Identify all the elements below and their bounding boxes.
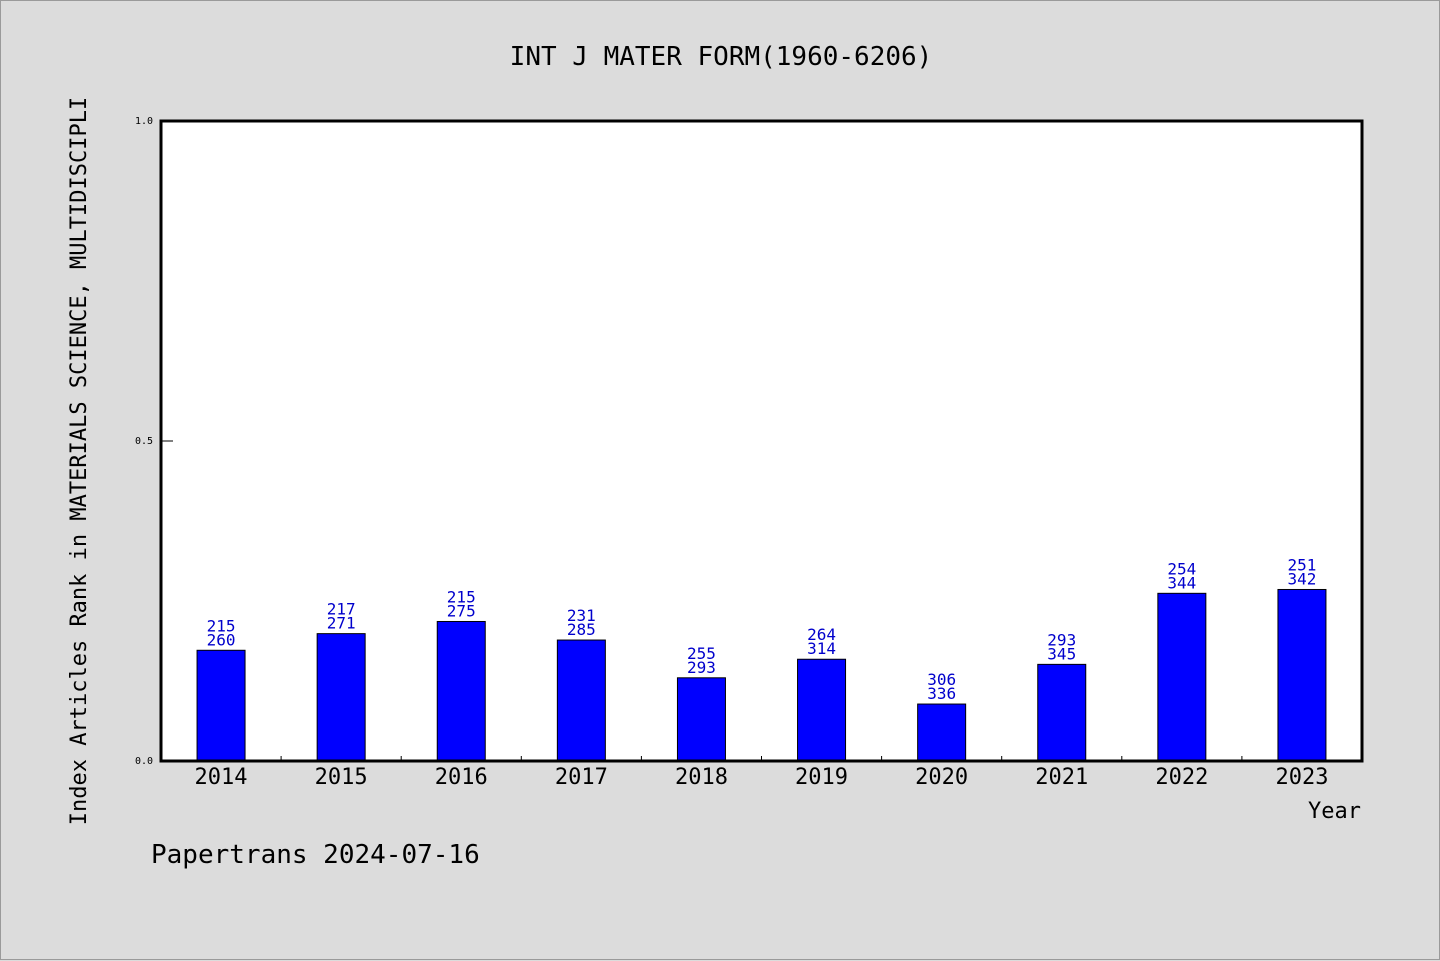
x-tick-label-2021: 2021 (1035, 765, 1088, 790)
y-axis-label: Index Articles Rank in MATERIALS SCIENCE… (67, 97, 92, 825)
data-label-top-2023: 251 (1287, 555, 1316, 574)
bar-2020 (917, 703, 967, 762)
x-axis-label: Year (1308, 799, 1361, 824)
bar-2016 (436, 620, 486, 762)
data-label-top-2016: 215 (447, 587, 476, 606)
chart-title: INT J MATER FORM(1960-6206) (510, 42, 933, 72)
x-ticks-group: 2014 2015 2016 2017 2018 2019 2020 2021 2022 2023 (195, 756, 1328, 790)
footer-text: Papertrans 2024-07-16 (151, 840, 480, 870)
bar-2014 (196, 649, 246, 762)
data-label-bottom-2020: 336 (927, 684, 956, 703)
data-label-top-2018: 255 (687, 644, 716, 663)
data-label-bottom-2019: 314 (807, 639, 836, 658)
bar-2022 (1157, 592, 1207, 762)
data-label-bottom-2016: 275 (447, 601, 476, 620)
plot-border (159, 119, 1364, 763)
x-tick-label-2016: 2016 (435, 765, 488, 790)
bar-2023 (1277, 588, 1327, 762)
data-label-bottom-2017: 285 (567, 620, 596, 639)
data-label-top-2019: 264 (807, 625, 836, 644)
data-label-bottom-2022: 344 (1167, 573, 1196, 592)
data-label-top-2014: 215 (207, 616, 236, 635)
bar-2015 (316, 633, 366, 762)
x-tick-label-2023: 2023 (1275, 765, 1328, 790)
data-label-bottom-2014: 260 (207, 630, 236, 649)
x-tick-label-2017: 2017 (555, 765, 608, 790)
x-tick-label-2015: 2015 (315, 765, 368, 790)
data-label-bottom-2023: 342 (1287, 569, 1316, 588)
data-label-top-2022: 254 (1167, 559, 1196, 578)
bar-2021 (1037, 663, 1087, 762)
bar-2019 (797, 658, 847, 762)
bars-group (196, 588, 1327, 762)
y-tick-label-1.0: 1.0 (135, 116, 153, 127)
data-label-bottom-2021: 345 (1047, 644, 1076, 663)
x-tick-label-2022: 2022 (1155, 765, 1208, 790)
data-label-top-2020: 306 (927, 670, 956, 689)
x-tick-label-2014: 2014 (195, 765, 248, 790)
y-tick-label-0.0: 0.0 (135, 756, 153, 767)
x-tick-label-2019: 2019 (795, 765, 848, 790)
data-label-bottom-2018: 293 (687, 658, 716, 677)
data-label-top-2021: 293 (1047, 630, 1076, 649)
y-tick-label-0.5: 0.5 (135, 436, 153, 447)
bar-2017 (556, 639, 606, 762)
x-tick-label-2020: 2020 (915, 765, 968, 790)
data-label-top-2017: 231 (567, 606, 596, 625)
bar-2018 (676, 677, 726, 762)
data-label-bottom-2015: 271 (327, 614, 356, 633)
data-label-top-2015: 217 (327, 600, 356, 619)
x-tick-label-2018: 2018 (675, 765, 728, 790)
